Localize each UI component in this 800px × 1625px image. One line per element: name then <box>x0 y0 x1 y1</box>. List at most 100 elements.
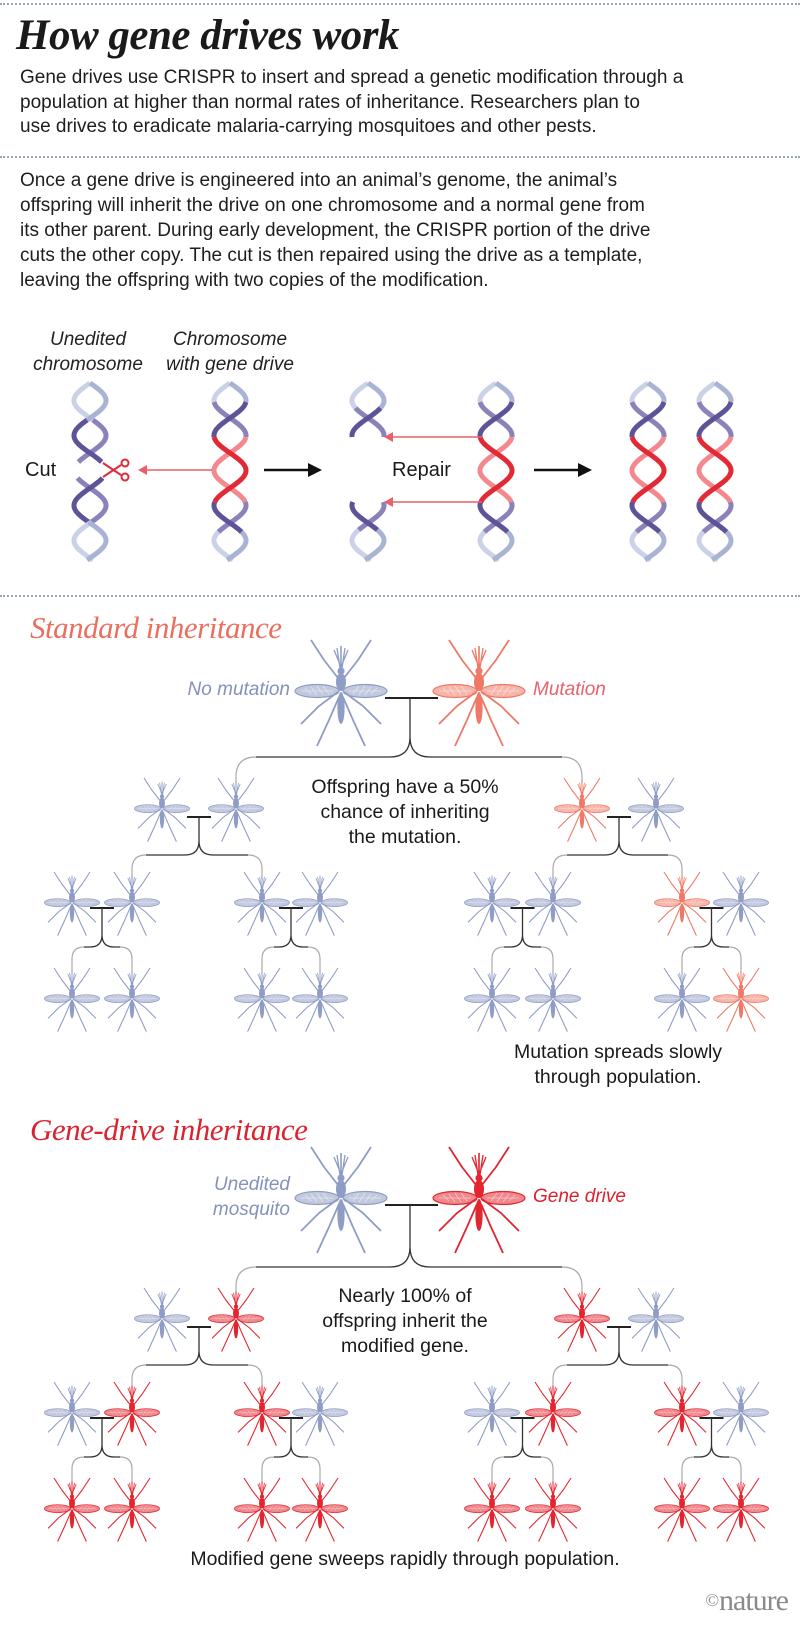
unedited-mosquito-label: Unedited mosquito <box>140 1172 290 1222</box>
mosquito-drive-icon <box>432 1146 526 1254</box>
mosquito-normal-icon <box>43 967 101 1033</box>
copyright-icon: © <box>705 1590 719 1610</box>
template-chromosome <box>477 380 515 563</box>
result-line: through population. <box>534 1066 702 1088</box>
unedited-chromosome-label: Unedited chromosome <box>13 327 163 377</box>
mosquito-drive-icon <box>233 1477 291 1543</box>
mechanism-line: cuts the other copy. The cut is then rep… <box>20 245 643 266</box>
gene_drive-gen3-connector <box>261 1417 321 1483</box>
mosquito-normal-icon <box>463 871 521 937</box>
mosquito-normal-icon <box>294 639 388 747</box>
inheritance-trees <box>71 697 742 1483</box>
mosquito-normal-icon <box>133 1287 191 1353</box>
intro-paragraph: Gene drives use CRISPR to insert and spr… <box>20 66 683 140</box>
no-mutation-label: No mutation <box>187 679 290 700</box>
cut-chromosome-fragments <box>349 380 387 563</box>
nature-wordmark: nature <box>719 1584 789 1617</box>
divider <box>0 156 800 158</box>
page-title: How gene drives work <box>16 12 399 59</box>
cut-label: Cut <box>25 459 57 481</box>
repair-label: Repair <box>392 459 451 481</box>
gene-drive-note: Nearly 100% of offspring inherit the mod… <box>285 1284 525 1359</box>
mosquito-normal-icon <box>291 967 349 1033</box>
nature-logo: ©nature <box>705 1584 789 1618</box>
label-line: mosquito <box>212 1199 290 1220</box>
label-line: Unedited <box>213 1174 290 1195</box>
label-line: chromosome <box>33 354 143 375</box>
repaired-chromosome <box>629 380 667 563</box>
gene_drive-gen3-connector <box>681 1417 742 1483</box>
mosquito-normal-icon <box>133 777 191 843</box>
standard-note: Offspring have a 50% chance of inheritin… <box>285 775 525 850</box>
mosquito-drive-icon <box>233 1381 291 1447</box>
gene_drive-gen2-connector <box>552 1326 683 1390</box>
standard-gen3-connector <box>681 907 742 973</box>
gene_drive-parent-connector <box>235 1204 583 1293</box>
mosquito-normal-icon <box>207 777 265 843</box>
mechanism-line: its other parent. During early developme… <box>20 220 651 241</box>
mosquito-normal-icon <box>463 1381 521 1447</box>
arrow-right-icon <box>264 463 322 477</box>
mosquito-normal-icon <box>627 1287 685 1353</box>
scissors-icon <box>102 458 130 482</box>
mutation-label: Mutation <box>533 679 606 700</box>
mosquito-normal-icon <box>233 967 291 1033</box>
note-line: chance of inheriting <box>320 801 490 823</box>
note-line: Nearly 100% of <box>338 1285 472 1307</box>
note-line: offspring inherit the <box>322 1310 488 1332</box>
divider <box>0 3 800 5</box>
mechanism-line: offspring will inherit the drive on one … <box>20 195 645 216</box>
mosquito-normal-icon <box>291 871 349 937</box>
intro-line: population at higher than normal rates o… <box>20 91 640 113</box>
mosquito-drive-icon <box>524 1477 582 1543</box>
standard-parent-connector <box>235 697 583 783</box>
mosquito-normal-icon <box>627 777 685 843</box>
label-line: Chromosome <box>172 329 288 350</box>
mechanism-paragraph: Once a gene drive is engineered into an … <box>20 168 651 293</box>
mosquito-drive-icon <box>103 1477 161 1543</box>
arrow-right-icon <box>534 463 592 477</box>
standard-inheritance-heading: Standard inheritance <box>30 610 282 645</box>
gene_drive-gen2-connector <box>131 1326 263 1390</box>
label-line: with gene drive <box>166 354 294 375</box>
process-arrows <box>102 432 592 507</box>
chromosome-diagram <box>71 380 734 563</box>
mosquito-drive-icon <box>291 1477 349 1543</box>
mosquito-normal-icon <box>463 967 521 1033</box>
mosquito-drive-icon <box>43 1477 101 1543</box>
mosquito-normal-icon <box>712 871 770 937</box>
mosquito-normal-icon <box>524 967 582 1033</box>
mosquito-normal-icon <box>43 871 101 937</box>
mosquito-mutation-icon <box>653 871 711 937</box>
mosquito-normal-icon <box>43 1381 101 1447</box>
result-line: Mutation spreads slowly <box>513 1041 723 1063</box>
gene_drive-gen3-connector <box>491 1417 554 1483</box>
mosquito-drive-icon <box>553 1287 611 1353</box>
repair-arrow-top-icon <box>384 432 482 442</box>
intro-line: Gene drives use CRISPR to insert and spr… <box>20 67 684 88</box>
mosquito-mutation-icon <box>553 777 611 843</box>
standard-gen2-connector <box>552 816 683 880</box>
mosquito-normal-icon <box>291 1381 349 1447</box>
gene_drive-gen3-connector <box>71 1417 133 1483</box>
note-line: Offspring have a 50% <box>311 776 499 798</box>
standard-gen3-connector <box>71 907 133 973</box>
mosquito-drive-icon <box>712 1477 770 1543</box>
mosquito-normal-icon <box>653 967 711 1033</box>
unedited-chromosome <box>71 380 109 563</box>
note-line: the mutation. <box>348 826 462 848</box>
note-line: modified gene. <box>341 1335 469 1357</box>
gene-drive-chromosome-label: Chromosome with gene drive <box>155 327 305 377</box>
repair-arrow-bottom-icon <box>384 497 482 507</box>
mosquito-normal-icon <box>712 1381 770 1447</box>
standard-gen2-connector <box>131 816 263 880</box>
label-line: Unedited <box>49 329 127 350</box>
mosquito-normal-icon <box>524 871 582 937</box>
mosquito-drive-icon <box>524 1381 582 1447</box>
mosquito-mutation-icon <box>712 967 770 1033</box>
mosquito-normal-icon <box>294 1146 388 1254</box>
divider <box>0 595 800 597</box>
mosquito-drive-icon <box>653 1381 711 1447</box>
mosquito-normal-icon <box>103 967 161 1033</box>
